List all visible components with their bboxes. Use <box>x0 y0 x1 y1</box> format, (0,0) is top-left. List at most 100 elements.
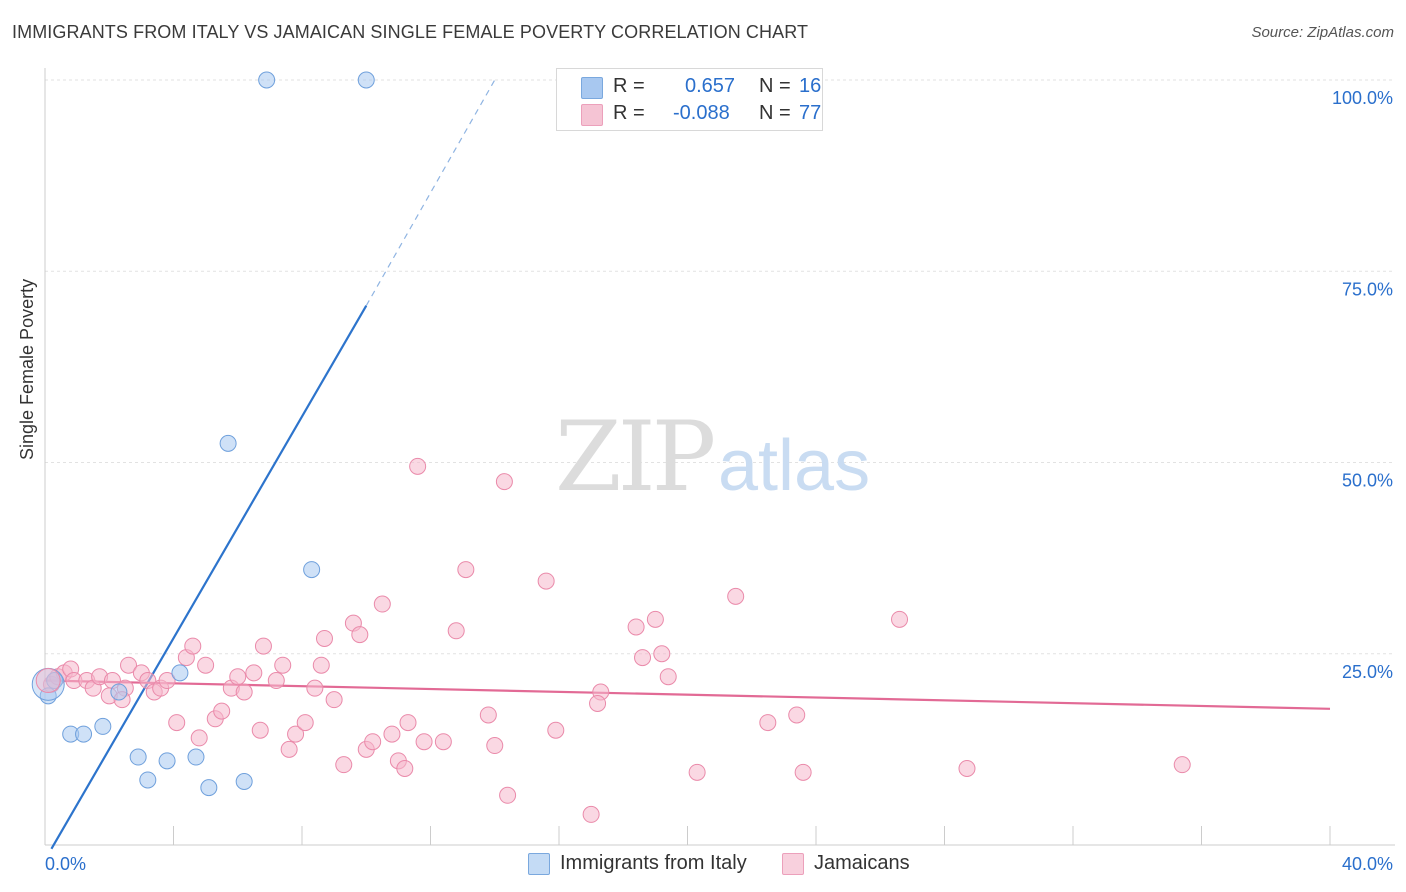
point-jamaicans <box>958 760 976 777</box>
point-italy <box>75 725 93 743</box>
point-italy <box>171 664 189 682</box>
legend-r-label: R = <box>613 102 645 124</box>
point-jamaicans <box>627 618 645 636</box>
point-jamaicans <box>1173 756 1191 774</box>
legend-r-value-jamaicans: -0.088 <box>673 102 730 124</box>
point-jamaicans <box>335 756 353 774</box>
data-points <box>31 71 1191 823</box>
trend-lines <box>44 79 1331 850</box>
y-tick-label: 50.0% <box>1342 471 1393 491</box>
point-italy <box>139 771 157 789</box>
point-jamaicans <box>315 629 333 647</box>
legend-n-value-italy: 16 <box>799 75 822 97</box>
point-jamaicans <box>399 714 417 732</box>
point-jamaicans <box>229 668 247 686</box>
gridlines <box>45 79 1395 655</box>
point-italy <box>129 748 147 766</box>
point-jamaicans <box>759 714 777 732</box>
legend-r-label: R = <box>613 75 645 97</box>
point-jamaicans <box>190 729 208 747</box>
source-credit: Source: ZipAtlas.com <box>1251 24 1394 41</box>
point-italy <box>235 773 253 791</box>
point-jamaicans <box>794 763 812 781</box>
point-italy <box>158 752 176 770</box>
point-italy <box>200 779 218 797</box>
stats-legend: R = 0.657 N = 16 R = -0.088 N = 77 <box>556 68 823 131</box>
point-jamaicans <box>499 786 517 804</box>
point-italy <box>219 434 237 452</box>
legend-n-label: N = <box>759 102 791 124</box>
watermark-zip: ZIP <box>555 401 714 513</box>
point-jamaicans <box>457 561 475 579</box>
point-jamaicans <box>325 691 343 709</box>
point-jamaicans <box>168 714 186 732</box>
point-jamaicans <box>383 725 401 743</box>
point-italy <box>258 71 276 89</box>
trend-line-italy <box>50 305 368 850</box>
trend-line-jamaicans <box>44 679 1331 710</box>
point-jamaicans <box>280 740 298 758</box>
watermark: ZIP atlas <box>555 401 870 513</box>
legend-label-jamaicans: Jamaicans <box>814 852 910 874</box>
point-jamaicans <box>447 622 465 640</box>
y-tick-label: 25.0% <box>1342 662 1393 682</box>
point-jamaicans <box>245 664 263 682</box>
point-jamaicans <box>158 672 176 690</box>
point-jamaicans <box>267 672 285 690</box>
point-jamaicans <box>351 626 369 644</box>
watermark-atlas: atlas <box>718 426 870 506</box>
point-jamaicans <box>634 649 652 667</box>
chart-title: IMMIGRANTS FROM ITALY VS JAMAICAN SINGLE… <box>12 22 809 42</box>
point-jamaicans <box>213 702 231 720</box>
point-jamaicans <box>582 805 600 823</box>
point-italy <box>46 672 64 690</box>
point-jamaicans <box>184 637 202 655</box>
tick-labels: 25.0% 50.0% 75.0% 100.0% 0.0% 40.0% <box>45 88 1393 874</box>
point-jamaicans <box>727 587 745 605</box>
point-jamaicans <box>396 760 414 777</box>
legend-swatch-jamaicans <box>782 853 804 875</box>
point-jamaicans <box>891 610 909 628</box>
legend-swatch-italy <box>581 77 603 99</box>
point-jamaicans <box>364 733 382 751</box>
point-jamaicans <box>589 694 607 712</box>
legend-swatch-italy <box>528 853 550 875</box>
point-italy <box>187 748 205 766</box>
point-jamaicans <box>306 679 324 697</box>
point-jamaicans <box>495 473 513 491</box>
point-jamaicans <box>788 706 806 724</box>
point-italy <box>94 717 112 735</box>
point-jamaicans <box>646 610 664 628</box>
point-jamaicans <box>688 763 706 781</box>
point-jamaicans <box>251 721 269 739</box>
point-jamaicans <box>409 457 427 475</box>
point-jamaicans <box>312 656 330 674</box>
trend-line-italy-extension <box>365 79 496 306</box>
point-jamaicans <box>296 714 314 732</box>
point-italy <box>303 561 321 579</box>
legend-n-value-jamaicans: 77 <box>799 102 822 124</box>
legend-r-value-italy: 0.657 <box>685 75 736 97</box>
x-tick-label-max: 40.0% <box>1342 854 1393 874</box>
legend-label-italy: Immigrants from Italy <box>560 852 747 874</box>
point-jamaicans <box>287 725 305 743</box>
y-axis-label: Single Female Poverty <box>17 278 37 460</box>
point-jamaicans <box>197 656 215 674</box>
point-jamaicans <box>235 683 253 701</box>
point-jamaicans <box>120 656 138 674</box>
axes <box>44 68 1395 846</box>
point-jamaicans <box>479 706 497 724</box>
legend-swatch-jamaicans <box>581 104 603 126</box>
point-jamaicans <box>659 668 677 686</box>
point-jamaicans <box>254 637 272 655</box>
point-italy <box>357 71 375 89</box>
y-tick-label: 100.0% <box>1332 88 1393 108</box>
point-jamaicans <box>486 737 504 755</box>
point-jamaicans-cluster <box>35 668 61 694</box>
x-tick-label-min: 0.0% <box>45 854 86 874</box>
point-jamaicans <box>653 645 671 663</box>
legend-n-label: N = <box>759 75 791 97</box>
point-italy <box>110 683 128 701</box>
point-jamaicans <box>434 733 452 751</box>
